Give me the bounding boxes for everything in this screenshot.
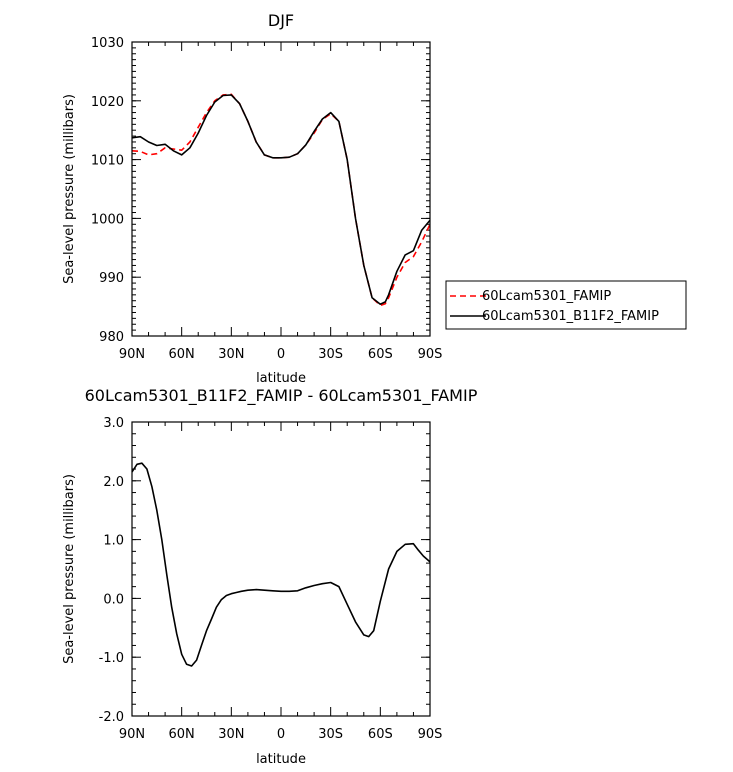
series-line-difference	[131, 462, 431, 667]
chart-panel-bottom: 60Lcam5301_B11F2_FAMIP - 60Lcam5301_FAMI…	[62, 386, 478, 767]
chart-title: 60Lcam5301_B11F2_FAMIP - 60Lcam5301_FAMI…	[85, 386, 478, 406]
plot-area-top: 90N 60N 30N 0 30S 60S 90S 980 990 1000 1010 1020 103…	[91, 36, 442, 362]
y-tick-label: 1010	[91, 154, 124, 169]
x-tick-label: 0	[277, 727, 285, 742]
x-axis-label: latitude	[256, 371, 306, 386]
plot-frame	[131, 41, 431, 337]
y-tick-label: -1.0	[99, 651, 124, 666]
series-line-60lcam5301-b11f2-famip	[131, 94, 431, 306]
legend-label-famip: 60Lcam5301_FAMIP	[482, 289, 611, 304]
y-tick-label: 1.0	[103, 534, 124, 549]
legend-label-b11f2: 60Lcam5301_B11F2_FAMIP	[482, 309, 659, 324]
y-tick-label: 1000	[91, 212, 124, 227]
x-tick-label: 0	[277, 347, 285, 362]
x-tick-label: 90S	[418, 347, 443, 362]
x-tick-label: 30N	[218, 727, 244, 742]
y-axis-label: Sea-level pressure (millibars)	[62, 94, 77, 284]
x-tick-label: 60S	[368, 347, 393, 362]
plot-frame	[131, 421, 431, 717]
x-tick-label: 90S	[418, 727, 443, 742]
y-tick-label: 980	[99, 330, 124, 345]
x-tick-label: 60S	[368, 727, 393, 742]
x-tick-label: 90N	[119, 347, 145, 362]
x-tick-label: 60N	[169, 347, 195, 362]
x-tick-label: 30S	[318, 727, 343, 742]
x-tick-label: 90N	[119, 727, 145, 742]
y-tick-label: -2.0	[99, 710, 124, 725]
chart-panel-top: DJF 90N 60N 30N 0 30S 60S 90S 980 990 1000 1010 102…	[62, 11, 687, 386]
y-tick-label: 1030	[91, 36, 124, 51]
y-tick-label: 2.0	[103, 475, 124, 490]
y-tick-label: 990	[99, 271, 124, 286]
y-axis-label: Sea-level pressure (millibars)	[62, 474, 77, 664]
plot-area-bottom: 90N 60N 30N 0 30S 60S 90S -2.0 -1.0 0.0 1.0 2.0 3.0	[99, 416, 443, 742]
series-line-60lcam5301-famip	[131, 93, 431, 307]
x-tick-label: 30S	[318, 347, 343, 362]
x-tick-label: 60N	[169, 727, 195, 742]
y-tick-label: 3.0	[103, 416, 124, 431]
y-tick-label: 0.0	[103, 592, 124, 607]
legend: 60Lcam5301_FAMIP 60Lcam5301_B11F2_FAMIP	[445, 280, 687, 330]
x-tick-label: 30N	[218, 347, 244, 362]
y-tick-label: 1020	[91, 95, 124, 110]
chart-title: DJF	[268, 11, 294, 30]
legend-box	[445, 280, 687, 330]
x-axis-label: latitude	[256, 752, 306, 767]
